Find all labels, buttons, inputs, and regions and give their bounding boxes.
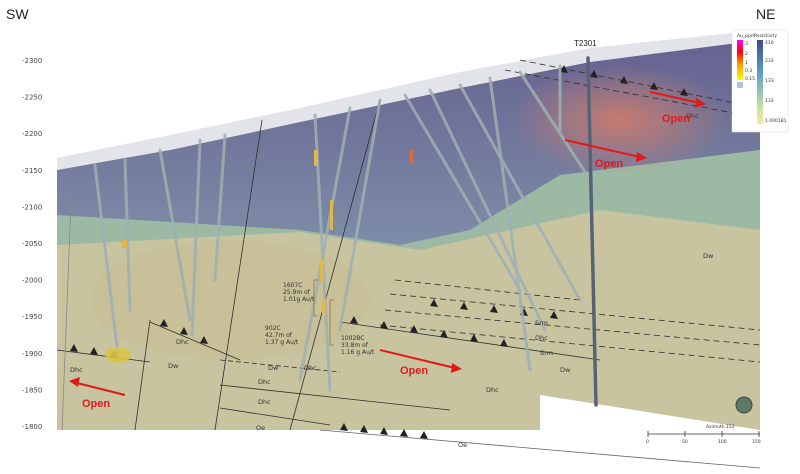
unit-dhc-a: Dhc	[176, 338, 189, 346]
elevation-tick-label: -1850	[22, 386, 42, 394]
unit-srm-1: Srm	[535, 319, 548, 327]
legend-au-2: 2	[745, 51, 748, 57]
open-arrows	[69, 91, 706, 396]
drillholes	[93, 64, 602, 392]
au-intervals	[105, 150, 413, 363]
intercept-902c-len: 42.7m of	[265, 332, 293, 339]
legend-res-title: Resistivity	[754, 33, 777, 39]
unit-dhc-far-left: Dhc	[70, 366, 83, 374]
north-indicator	[735, 396, 753, 414]
intercept-1002bc-grade: 1.16 g Au/t	[341, 349, 375, 356]
unit-dw-right: Dw	[703, 252, 714, 260]
legend-au-3: 3	[745, 41, 748, 47]
elevation-tick-label: -2200	[22, 130, 42, 138]
legend-au-015: 0.15	[745, 76, 755, 82]
unit-dhc-bottom: Dhc	[486, 386, 499, 394]
intercept-1607c-id: 1607C	[283, 282, 302, 289]
elevation-tick-label: -1900	[22, 350, 42, 358]
intercept-1607c-grade: 1.01g Au/t	[283, 296, 315, 303]
elevation-tick-label: -1950	[22, 313, 42, 321]
unit-dw-c: Dw	[268, 364, 279, 372]
elevation-tick-label: -1800	[22, 423, 42, 431]
legend-au-title: Au_ppm	[737, 33, 755, 39]
drillhole-t2301	[586, 56, 598, 407]
sw-direction-label: SW	[6, 6, 29, 22]
legend-res-3: 133	[765, 78, 774, 84]
section-body	[57, 30, 761, 469]
intercept-902c-id: 902C	[265, 325, 281, 332]
open-label-3: Open	[595, 158, 623, 170]
legend-res-4: 133	[765, 98, 774, 104]
legend: Au_ppm Resistivity 3 2 1 0.3 0.15 410 23…	[731, 29, 789, 133]
unit-dw-left: Dw	[168, 362, 179, 370]
intercept-1607c-len: 25.9m of	[283, 289, 311, 296]
elevation-tick-label: -2250	[22, 94, 42, 102]
scale-150: 150	[752, 439, 761, 445]
intercept-brackets	[313, 279, 334, 346]
legend-res-1: 410	[765, 40, 774, 46]
elevation-tick-label: -2000	[22, 277, 42, 285]
unit-dhc-c: Dhc	[258, 398, 271, 406]
elevation-tick-label: -2300	[22, 57, 42, 65]
unit-dw-r: Dw	[560, 366, 571, 374]
scale-azimuth: Azimuth 153	[706, 424, 735, 430]
intercept-notes: 1607C 25.9m of 1.01g Au/t 902C 42.7m of …	[265, 282, 375, 356]
elevation-tick-label: -2050	[22, 240, 42, 248]
scale-50: 50	[682, 439, 688, 445]
legend-res-5: 1.000181	[765, 118, 787, 124]
unit-dhc-b: Dhc	[258, 378, 271, 386]
unit-oe-left: Oe	[256, 424, 265, 432]
drillhole-label: T2301	[574, 39, 597, 48]
fault-lines	[56, 59, 761, 431]
unit-oe-bottom: Oe	[458, 441, 467, 449]
legend-au-1: 1	[745, 60, 748, 66]
intercept-1002bc-id: 1002BC	[341, 335, 364, 342]
thrust-markers	[70, 65, 688, 439]
intercept-902c-grade: 1.37 g Au/t	[265, 339, 299, 346]
open-label-4: Open	[662, 113, 690, 125]
unit-dhc-d: Dhc	[304, 364, 317, 372]
elevation-tick-label: -2100	[22, 203, 42, 211]
unit-dhc-ne: Dhc	[686, 112, 699, 120]
intercept-1002bc-len: 33.8m of	[341, 342, 369, 349]
unit-srm-2: Srm	[540, 349, 553, 357]
unit-dhc-r: Dhc	[535, 334, 548, 342]
elevation-tick-label: -2150	[22, 167, 42, 175]
legend-au-03: 0.3	[745, 68, 752, 74]
legend-res-2: 233	[765, 58, 774, 64]
open-label-2: Open	[400, 365, 428, 377]
scale-bar: 0 50 100 150 Azimuth 153	[646, 396, 761, 445]
scale-0: 0	[646, 439, 649, 445]
open-label-1: Open	[82, 398, 110, 410]
elevation-axis: -2300 -2250 -2200 -2150 -2100 -2050 -2000 -1950…	[22, 57, 42, 431]
ne-direction-label: NE	[756, 6, 776, 22]
scale-100: 100	[718, 439, 727, 445]
